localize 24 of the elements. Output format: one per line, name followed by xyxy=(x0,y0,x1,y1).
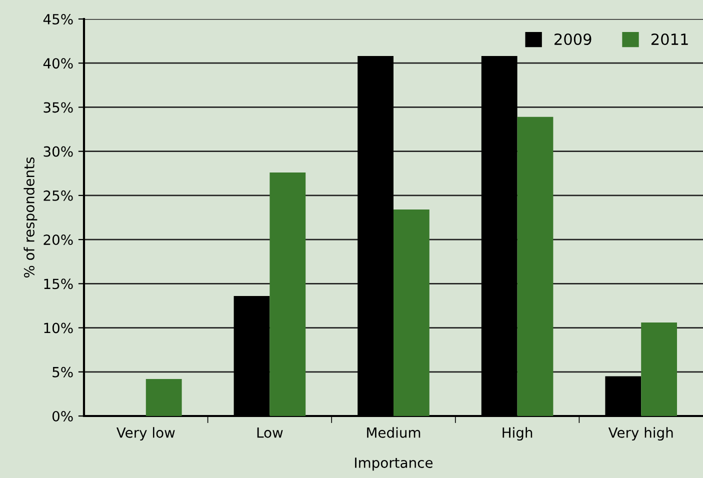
y-tick-label: 35% xyxy=(44,102,73,113)
bar xyxy=(641,322,677,416)
y-tick-label: 0% xyxy=(52,410,73,422)
x-tick-label: Medium xyxy=(367,427,420,438)
x-axis-title: Importance xyxy=(355,458,433,471)
bar xyxy=(270,172,306,416)
x-tick-label: Very low xyxy=(116,427,175,441)
y-tick-label: 15% xyxy=(44,278,73,290)
y-axis-title: % of respondents xyxy=(24,157,38,278)
y-tick-label: 10% xyxy=(44,322,73,334)
legend-label: 2011 xyxy=(651,33,688,46)
bar xyxy=(394,210,430,416)
bar xyxy=(146,378,182,416)
legend-label: 2009 xyxy=(554,33,592,46)
y-tick-label: 25% xyxy=(44,190,73,201)
y-tick-label: 40% xyxy=(43,58,73,69)
bar xyxy=(517,116,554,416)
y-tick-label: 20% xyxy=(44,234,73,246)
y-tick-label: 30% xyxy=(44,146,73,157)
x-tick-label: Very high xyxy=(608,427,673,441)
y-tick-label: 45% xyxy=(43,14,73,24)
x-tick-label: Low xyxy=(257,428,283,438)
x-tick-label: High xyxy=(502,427,532,441)
y-tick-label: 5% xyxy=(52,366,73,378)
